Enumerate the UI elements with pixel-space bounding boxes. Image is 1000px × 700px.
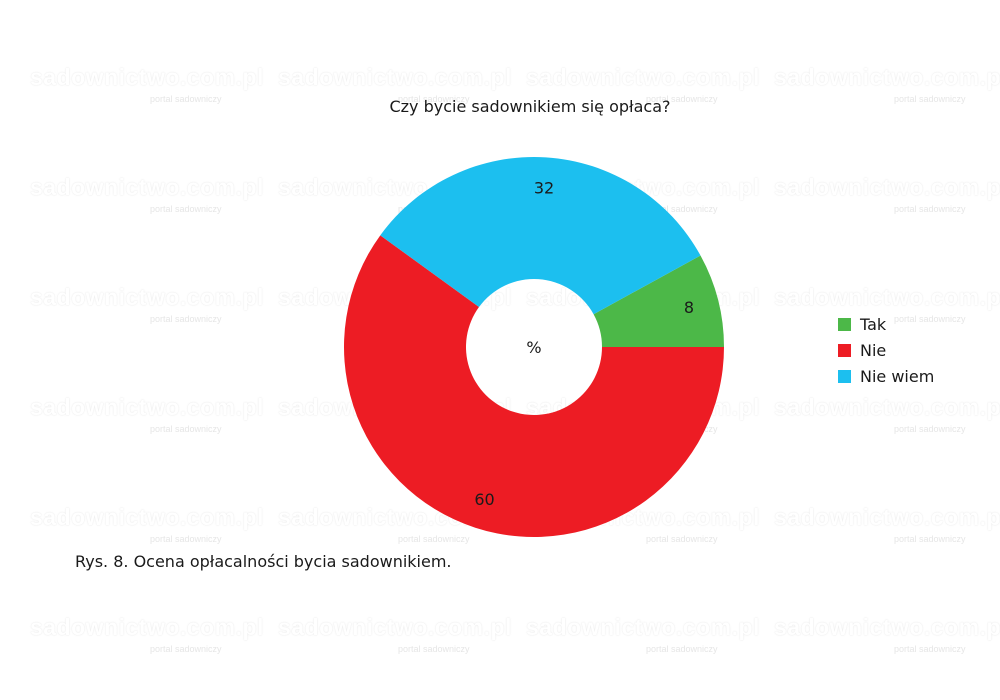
legend-label: Tak: [860, 314, 887, 334]
figure-caption: Rys. 8. Ocena opłacalności bycia sadowni…: [75, 552, 452, 571]
legend-swatch-tak: [838, 317, 851, 331]
chart-title: Czy bycie sadownikiem się opłaca?: [389, 97, 671, 116]
center-label: %: [526, 338, 541, 357]
pie-slice-nie-wiem: [380, 156, 701, 315]
legend-label: Nie wiem: [860, 366, 935, 386]
legend-item-nie-wiem: Nie wiem: [838, 363, 934, 389]
chart-legend: Tak Nie Nie wiem: [838, 311, 934, 389]
legend-swatch-nie-wiem: [838, 369, 851, 383]
data-label-nie-wiem: 32: [534, 178, 554, 197]
legend-item-nie: Nie: [838, 337, 934, 363]
legend-swatch-nie: [838, 343, 851, 357]
legend-item-tak: Tak: [838, 311, 934, 337]
data-label-nie: 60: [474, 490, 494, 509]
legend-label: Nie: [860, 340, 887, 360]
pie-slice-tak: [593, 255, 724, 347]
data-label-tak: 8: [684, 298, 694, 317]
pie-slice-nie: [343, 235, 724, 538]
